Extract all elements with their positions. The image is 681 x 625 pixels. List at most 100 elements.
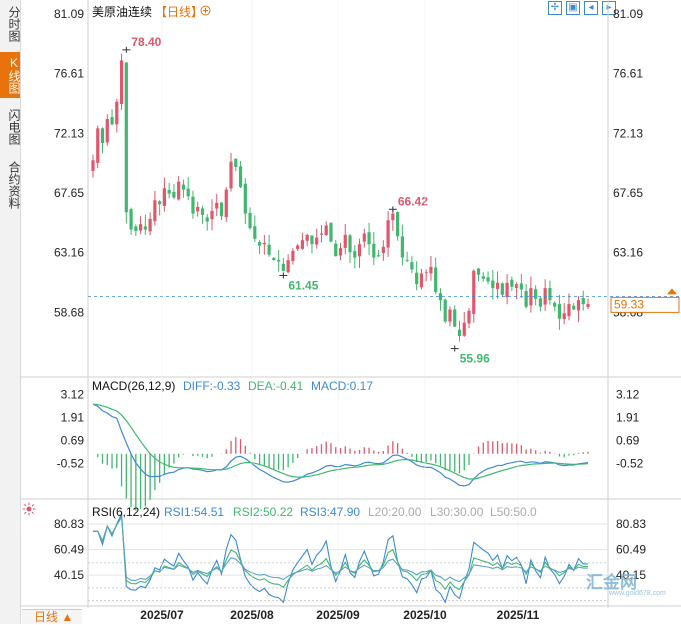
y-tick-left: 81.09 — [54, 7, 84, 21]
candle-body — [481, 276, 485, 279]
candle-body — [443, 299, 447, 322]
sidebar: 分时图 K线图 闪电图 合约资料 — [0, 0, 21, 624]
y-tick-left: 72.13 — [54, 126, 84, 140]
tab-time-sharing[interactable]: 分时图 — [7, 6, 21, 42]
candle-body — [405, 259, 409, 261]
zoom-out-icon[interactable]: ▣ — [566, 1, 580, 15]
rsi-y-tick-left: 80.83 — [54, 517, 84, 531]
candle-body — [500, 283, 504, 295]
tab-kline[interactable]: K线图 — [0, 52, 21, 98]
candle-body — [567, 304, 571, 317]
candle-body — [462, 322, 466, 336]
candle-body — [586, 304, 590, 308]
candle-body — [448, 309, 452, 322]
candle-body — [234, 158, 238, 167]
candle-body — [253, 226, 257, 239]
macd-y-tick-left: 3.12 — [61, 387, 85, 401]
candle-body — [115, 101, 119, 125]
candle-body — [172, 191, 176, 198]
macd-hist-value: MACD:0.17 — [311, 379, 374, 393]
candle-body — [305, 234, 309, 241]
candle-body — [491, 280, 495, 289]
candle-body — [367, 232, 371, 245]
candle-body — [229, 161, 233, 189]
candle-body — [353, 251, 357, 258]
macd-diff-line — [92, 403, 589, 487]
y-tick-right: 76.61 — [613, 67, 643, 81]
candle-body — [424, 272, 428, 274]
low-annotation: 61.45 — [288, 278, 318, 292]
rsi1-line — [93, 511, 588, 604]
candle-body — [576, 300, 581, 311]
candle-body — [319, 233, 324, 235]
watermark-logo: 汇金网 — [586, 573, 637, 592]
rsi-y-tick-right: 60.49 — [616, 543, 646, 557]
candle-body — [110, 117, 114, 125]
chart-title: 美原油连续 — [92, 5, 153, 19]
candle-body — [438, 293, 443, 301]
y-tick-left: 63.16 — [54, 246, 84, 260]
y-tick-left: 76.61 — [54, 67, 84, 81]
candle-body — [134, 226, 138, 231]
candle-body — [324, 225, 328, 236]
macd-y-tick-left: 1.91 — [61, 410, 85, 424]
rsi1-value: RSI1:54.51 — [164, 505, 225, 519]
candle-body — [296, 245, 300, 249]
rsi-l30-value: L30:30.00 — [430, 505, 484, 519]
high-annotation: 66.42 — [398, 194, 428, 208]
zoom-in-icon[interactable]: ✢ — [548, 1, 562, 15]
candle-body — [215, 202, 219, 209]
candle-body — [129, 209, 133, 230]
candle-body — [219, 202, 224, 217]
candle-body — [310, 235, 314, 245]
candle-body — [153, 200, 157, 222]
candle-body — [257, 242, 262, 246]
y-tick-right: 72.13 — [613, 126, 643, 140]
pan-right-icon[interactable]: ▸ — [602, 1, 616, 15]
candle-body — [505, 282, 509, 298]
x-tick-label: 2025/09 — [316, 608, 360, 622]
candle-body — [210, 210, 214, 220]
candle-body — [348, 235, 352, 253]
candle-body — [562, 313, 566, 320]
candle-body — [410, 262, 414, 270]
candle-body — [158, 201, 162, 205]
tab-contract-info[interactable]: 合约资料 — [7, 161, 21, 209]
period-selector[interactable]: 日线 ▲ — [22, 609, 82, 624]
pan-left-icon[interactable]: ◂ — [584, 1, 598, 15]
candle-body — [457, 329, 462, 337]
candle-body — [495, 282, 500, 289]
candle-body — [343, 234, 347, 248]
tab-lightning[interactable]: 闪电图 — [7, 109, 21, 145]
candle-body — [148, 218, 152, 232]
candle-body — [91, 160, 95, 171]
x-tick-label: 2025/10 — [403, 608, 447, 622]
candle-body — [386, 220, 390, 248]
settings-sun-icon[interactable] — [22, 502, 36, 516]
candle-body — [162, 188, 166, 206]
macd-y-tick-left: 0.69 — [61, 434, 85, 448]
candle-body — [200, 208, 205, 215]
candle-body — [362, 233, 366, 242]
rsi3-value: RSI3:47.90 — [300, 505, 361, 519]
candle-body — [534, 289, 538, 299]
rsi2-line — [93, 514, 588, 591]
rsi-l50-value: L50:50.0 — [490, 505, 537, 519]
candle-body — [515, 284, 519, 288]
candle-body — [124, 62, 128, 213]
candle-body — [338, 248, 343, 256]
x-tick-label: 2025/11 — [497, 608, 540, 622]
rsi-y-tick-left: 40.15 — [54, 568, 84, 582]
candle-body — [105, 119, 109, 143]
candle-body — [376, 255, 381, 257]
x-tick-label: 2025/08 — [230, 608, 274, 622]
macd-y-tick-right: 3.12 — [616, 387, 640, 401]
candle-body — [248, 212, 252, 229]
candle-body — [381, 246, 385, 254]
circle-plus-icon[interactable] — [200, 5, 211, 16]
candle-body — [557, 303, 562, 319]
rsi-y-tick-right: 80.83 — [616, 517, 646, 531]
macd-dea-value: DEA:-0.41 — [248, 379, 304, 393]
macd-y-tick-right: -0.52 — [616, 457, 644, 471]
